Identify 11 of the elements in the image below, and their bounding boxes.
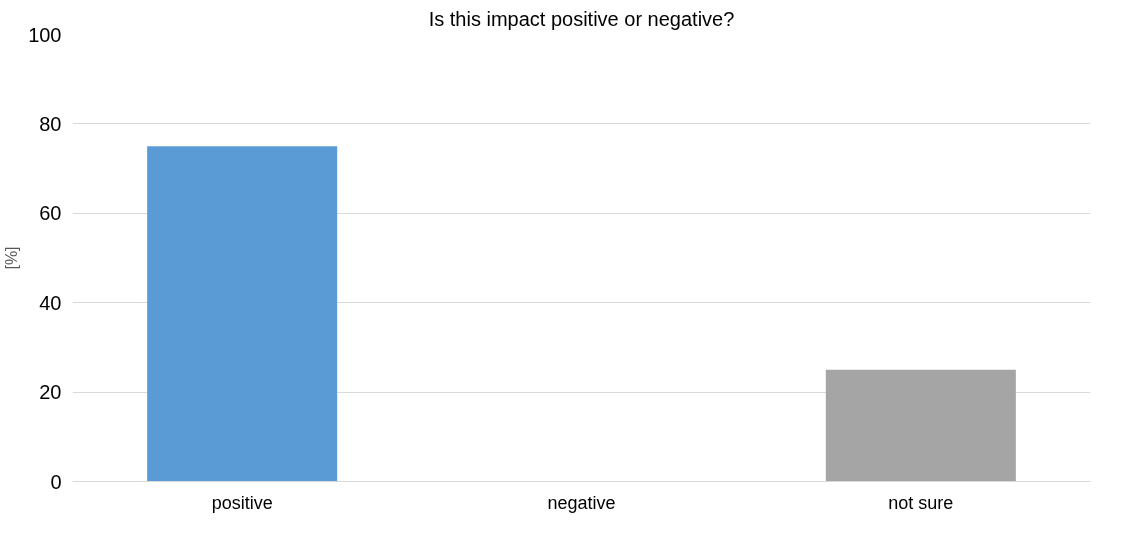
y-tick-label: 0	[50, 470, 62, 493]
x-tick-label: positive	[211, 492, 273, 513]
x-tick-label: negative	[547, 492, 616, 513]
y-tick-label: 60	[39, 202, 62, 225]
x-tick-label: not sure	[888, 492, 954, 513]
y-tick-label: 40	[39, 291, 62, 314]
y-axis-title: [%]	[3, 246, 21, 270]
y-tick-label: 80	[39, 112, 62, 135]
chart-title: Is this impact positive or negative?	[428, 7, 735, 30]
y-tick-label: 100	[28, 23, 62, 46]
y-tick-label: 20	[39, 381, 62, 404]
